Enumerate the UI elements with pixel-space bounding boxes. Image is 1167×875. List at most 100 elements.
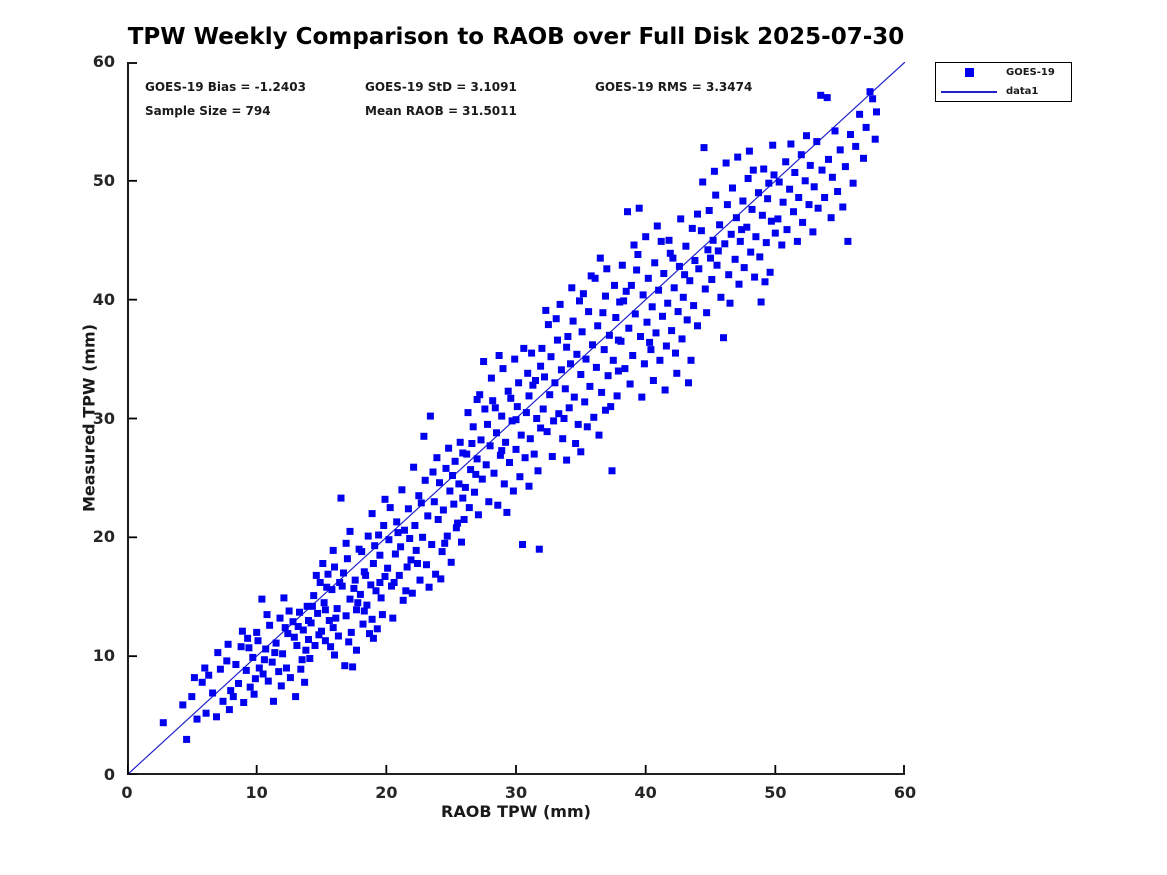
- scatter-point: [362, 571, 370, 579]
- scatter-point: [787, 140, 795, 148]
- scatter-point: [347, 628, 355, 636]
- scatter-point: [660, 270, 668, 277]
- scatter-point: [871, 135, 879, 143]
- scatter-point: [844, 237, 852, 245]
- scatter-point: [432, 570, 440, 578]
- scatter-point: [617, 337, 625, 345]
- scatter-point: [631, 310, 639, 318]
- scatter-point: [672, 349, 679, 357]
- legend-entry-data1: data1: [936, 82, 1071, 101]
- scatter-point: [294, 623, 302, 630]
- scatter-point: [277, 682, 285, 690]
- scatter-point: [691, 257, 699, 264]
- scatter-point: [343, 555, 351, 563]
- scatter-point: [201, 664, 209, 672]
- scatter-point: [319, 560, 327, 567]
- y-tick-label: 20: [92, 527, 115, 547]
- stat-std: GOES-19 StD = 3.1091: [365, 80, 517, 94]
- scatter-point: [605, 331, 613, 339]
- scatter-point: [564, 333, 572, 340]
- scatter-point: [744, 175, 752, 182]
- scatter-point: [433, 454, 441, 462]
- scatter-point: [707, 254, 714, 262]
- scatter-point: [403, 563, 411, 571]
- stat-rms: GOES-19 RMS = 3.3474: [595, 80, 753, 94]
- scatter-point: [791, 169, 799, 176]
- legend-entry-goes19: GOES-19: [936, 63, 1071, 82]
- scatter-point: [664, 299, 672, 307]
- scatter-point: [525, 392, 533, 400]
- scatter-point: [359, 620, 367, 628]
- scatter-point: [469, 423, 477, 431]
- scatter-point: [625, 324, 633, 332]
- scatter-point: [827, 214, 835, 222]
- scatter-point: [554, 336, 561, 344]
- scatter-point: [314, 609, 322, 617]
- scatter-point: [541, 373, 548, 381]
- scatter-point: [710, 167, 718, 175]
- scatter-point: [735, 280, 743, 288]
- scatter-point: [740, 264, 748, 272]
- scatter-point: [609, 356, 617, 364]
- scatter-point: [511, 355, 519, 363]
- scatter-point: [694, 210, 701, 218]
- scatter-point: [708, 276, 716, 283]
- scatter-point: [308, 602, 316, 610]
- scatter-point: [630, 241, 638, 249]
- scatter-point: [503, 508, 511, 516]
- scatter-point: [303, 602, 311, 610]
- scatter-point: [414, 560, 421, 567]
- scatter-point: [729, 184, 736, 192]
- scatter-point: [638, 393, 646, 401]
- scatter-point: [459, 449, 467, 457]
- scatter-point: [293, 642, 301, 649]
- scatter-point: [656, 356, 664, 364]
- scatter-point: [292, 693, 300, 701]
- scatter-point: [473, 396, 481, 403]
- scatter-point: [341, 662, 349, 670]
- scatter-point: [371, 542, 379, 550]
- scatter-point: [581, 398, 589, 406]
- scatter-point: [323, 583, 331, 591]
- scatter-point: [648, 303, 656, 311]
- scatter-point: [723, 201, 731, 209]
- scatter-point: [572, 440, 580, 447]
- scatter-point: [216, 665, 224, 673]
- scatter-point: [447, 558, 455, 566]
- scatter-point: [416, 576, 424, 584]
- scatter-point: [417, 499, 425, 507]
- scatter-point: [468, 440, 476, 447]
- scatter-point: [264, 677, 272, 685]
- tick-marks: [126, 62, 905, 776]
- scatter-point: [376, 579, 384, 586]
- scatter-point: [543, 428, 551, 436]
- scatter-point: [639, 291, 647, 299]
- scatter-point: [179, 701, 187, 709]
- scatter-point: [244, 634, 252, 642]
- scatter-point: [232, 661, 240, 668]
- scatter-point: [686, 277, 694, 285]
- scatter-point: [509, 487, 517, 495]
- scatter-point: [607, 403, 615, 411]
- scatter-point: [345, 638, 353, 646]
- scatter-point: [401, 526, 408, 534]
- scatter-point: [477, 436, 485, 444]
- scatter-point: [397, 543, 405, 551]
- scatter-point: [646, 338, 654, 346]
- scatter-point: [276, 614, 284, 622]
- scatter-point: [268, 658, 276, 666]
- scatter-point: [266, 621, 274, 629]
- scatter-point: [368, 510, 376, 518]
- scatter-point: [524, 369, 532, 377]
- x-tick-label: 10: [245, 783, 268, 802]
- scatter-point: [482, 461, 490, 469]
- scatter-point: [701, 285, 709, 293]
- line-sample-icon: [941, 90, 997, 93]
- scatter-point: [602, 292, 609, 300]
- scatter-point: [289, 618, 297, 626]
- scatter-point: [452, 524, 460, 532]
- scatter-point: [626, 380, 634, 388]
- scatter-point: [214, 649, 222, 657]
- scatter-point: [529, 381, 537, 389]
- y-tick-label: 30: [92, 408, 115, 428]
